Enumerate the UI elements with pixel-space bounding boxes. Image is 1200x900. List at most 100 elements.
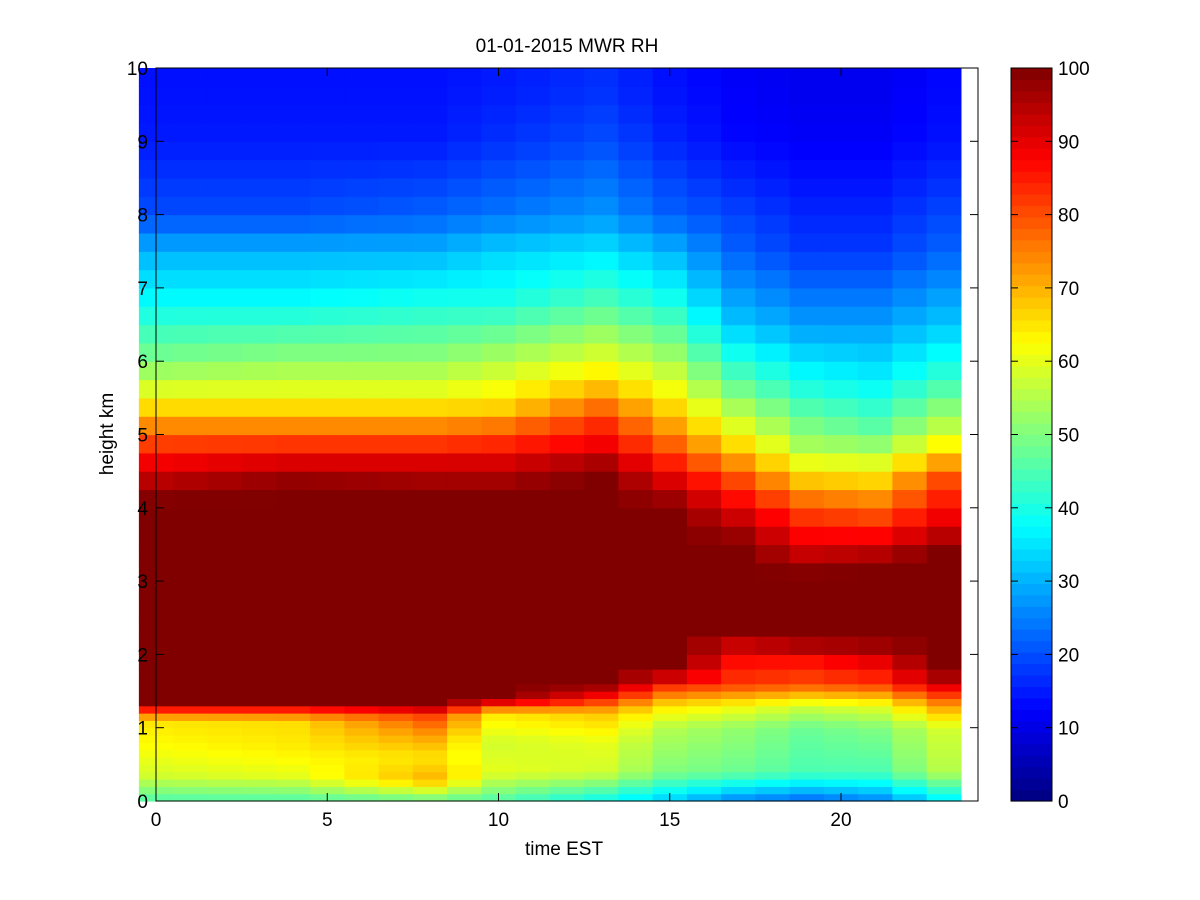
colorbar-segment <box>1011 205 1052 218</box>
heatmap-cell <box>618 379 654 399</box>
heatmap-cell <box>549 324 585 344</box>
heatmap-cell <box>858 159 893 179</box>
heatmap-cell <box>618 683 654 692</box>
heatmap-cell <box>755 683 791 692</box>
heatmap-cell <box>412 742 448 751</box>
heatmap-cell <box>481 159 517 179</box>
heatmap-cell <box>755 342 791 362</box>
heatmap-cell <box>207 397 243 417</box>
heatmap-cell <box>344 742 380 751</box>
heatmap-cell <box>549 269 585 289</box>
heatmap-cell <box>858 306 893 326</box>
heatmap-cell <box>412 196 448 216</box>
heatmap-cell <box>344 683 380 692</box>
heatmap-cell <box>789 269 825 289</box>
heatmap-cell <box>310 562 345 582</box>
heatmap-cell <box>686 617 722 637</box>
heatmap-cell <box>549 735 585 743</box>
heatmap-cell <box>447 654 482 670</box>
heatmap-cell <box>481 379 517 399</box>
heatmap-cell <box>515 544 551 564</box>
heatmap-cell <box>241 705 277 714</box>
heatmap-cell <box>618 214 654 234</box>
heatmap-cell <box>515 122 551 142</box>
heatmap-cell <box>755 287 791 307</box>
heatmap-cell <box>892 434 928 454</box>
heatmap-cell <box>686 720 722 729</box>
heatmap-cell <box>344 654 380 670</box>
heatmap-cell <box>686 416 722 436</box>
heatmap-cell <box>173 654 208 670</box>
y-tick-label: 2 <box>137 645 148 666</box>
heatmap-cell <box>652 232 688 252</box>
heatmap-cell <box>173 196 208 216</box>
heatmap-cell <box>721 669 756 685</box>
heatmap-cell <box>173 705 208 714</box>
colorbar-segment <box>1011 365 1052 378</box>
heatmap-cell <box>584 526 619 546</box>
heatmap-cell <box>652 779 688 787</box>
heatmap-cell <box>344 269 380 289</box>
heatmap-cell <box>755 159 791 179</box>
heatmap-cell <box>823 691 859 699</box>
colorbar-segment <box>1011 388 1052 401</box>
heatmap-cell <box>378 786 414 795</box>
colorbar-segment <box>1011 514 1052 527</box>
heatmap-cell <box>652 324 688 344</box>
heatmap-cell <box>584 544 619 564</box>
heatmap-cell <box>755 471 791 491</box>
heatmap-cell <box>412 764 448 773</box>
heatmap-cell <box>310 771 345 780</box>
heatmap-cell <box>447 691 482 699</box>
heatmap-cell <box>344 562 380 582</box>
heatmap-cell <box>584 793 619 802</box>
heatmap-cell <box>241 793 277 802</box>
heatmap-cell <box>892 779 928 787</box>
heatmap-cell <box>310 471 345 491</box>
heatmap-cell <box>584 86 619 106</box>
heatmap-cell <box>823 141 859 161</box>
heatmap-cell <box>412 287 448 307</box>
heatmap-cell <box>858 713 893 721</box>
heatmap-cell <box>412 416 448 436</box>
heatmap-cell <box>481 306 517 326</box>
colorbar-segment <box>1011 743 1052 756</box>
heatmap-cell <box>173 397 208 417</box>
heatmap-cell <box>926 581 962 601</box>
heatmap-cell <box>652 177 688 197</box>
heatmap-cell <box>241 361 277 381</box>
heatmap-cell <box>823 713 859 721</box>
heatmap-cell <box>892 251 928 271</box>
heatmap-cell <box>584 379 619 399</box>
heatmap-cell <box>515 471 551 491</box>
heatmap-cell <box>823 452 859 472</box>
heatmap-cell <box>275 544 311 564</box>
heatmap-cell <box>892 86 928 106</box>
heatmap-cell <box>584 713 619 721</box>
heatmap-cell <box>412 599 448 619</box>
heatmap-cell <box>481 698 517 707</box>
heatmap-cell <box>652 636 688 655</box>
heatmap-cell <box>378 452 414 472</box>
heatmap-cell <box>378 749 414 758</box>
heatmap-cell <box>447 636 482 655</box>
heatmap-cell <box>789 654 825 670</box>
heatmap-cell <box>344 141 380 161</box>
colorbar-segment <box>1011 583 1052 596</box>
heatmap-cell <box>515 526 551 546</box>
heatmap-cell <box>926 269 962 289</box>
heatmap-cell <box>618 68 654 87</box>
heatmap-cell <box>721 698 756 707</box>
heatmap-cell <box>721 757 756 765</box>
heatmap-cell <box>173 452 208 472</box>
heatmap-cell <box>858 793 893 802</box>
heatmap-cell <box>686 361 722 381</box>
heatmap-cell <box>241 764 277 773</box>
heatmap-cell <box>378 669 414 685</box>
heatmap-cell <box>310 104 345 124</box>
heatmap-cell <box>892 104 928 124</box>
heatmap-cell <box>686 654 722 670</box>
heatmap-cell <box>344 434 380 454</box>
heatmap-cell <box>721 683 756 692</box>
heatmap-cell <box>275 104 311 124</box>
